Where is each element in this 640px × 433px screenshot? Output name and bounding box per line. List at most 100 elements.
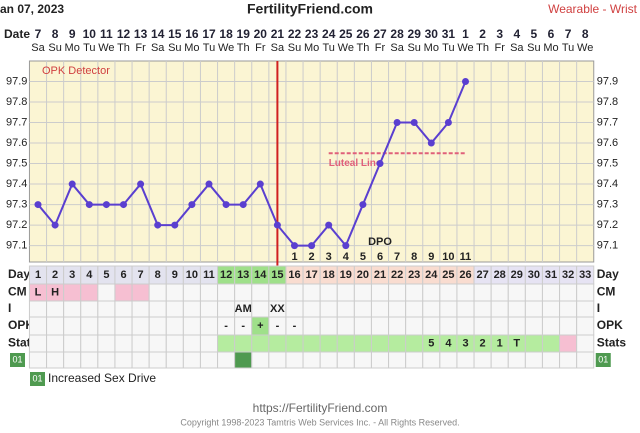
weekday: Sa bbox=[151, 42, 165, 54]
cell-text: 6 bbox=[120, 269, 126, 281]
cell-text: 5 bbox=[103, 269, 109, 281]
cell bbox=[148, 351, 167, 369]
cell bbox=[114, 334, 133, 353]
cell-text: L bbox=[35, 286, 42, 298]
cell-text: + bbox=[257, 320, 263, 332]
cell bbox=[268, 283, 287, 302]
cell bbox=[490, 300, 509, 318]
cell bbox=[388, 316, 407, 336]
weekday: Su bbox=[168, 42, 181, 54]
cell bbox=[217, 283, 236, 302]
cell-text: 32 bbox=[562, 269, 574, 281]
cell bbox=[507, 283, 526, 302]
cell-text: - bbox=[276, 320, 280, 332]
cell bbox=[319, 334, 338, 353]
weekday: We bbox=[457, 42, 473, 54]
cell bbox=[217, 334, 236, 353]
date: 26 bbox=[356, 27, 370, 41]
temperature-point bbox=[393, 119, 401, 127]
cell bbox=[251, 300, 270, 318]
cell bbox=[559, 351, 578, 369]
date: 5 bbox=[531, 27, 538, 41]
cell bbox=[319, 351, 338, 369]
cell bbox=[336, 283, 355, 302]
date: 29 bbox=[408, 27, 422, 41]
date: 4 bbox=[513, 27, 520, 41]
row-label-right: CM bbox=[597, 285, 616, 299]
temperature-point bbox=[68, 180, 76, 188]
cell-text: 7 bbox=[138, 269, 144, 281]
cell bbox=[302, 300, 321, 318]
cell bbox=[165, 334, 184, 353]
temperature-point bbox=[171, 221, 179, 229]
cell bbox=[165, 300, 184, 318]
temperature-point bbox=[85, 201, 93, 209]
y-tick-label-right: 97.4 bbox=[597, 178, 618, 190]
cell bbox=[336, 351, 355, 369]
cell bbox=[422, 300, 441, 318]
weekday: Fr bbox=[375, 42, 386, 54]
cell bbox=[336, 316, 355, 336]
temperature-point bbox=[376, 160, 384, 168]
cell-text: 4 bbox=[445, 337, 452, 349]
cell-text: 23 bbox=[408, 269, 420, 281]
cell bbox=[456, 283, 475, 302]
temperature-point bbox=[325, 221, 333, 229]
cell bbox=[285, 351, 304, 369]
code-badge bbox=[30, 372, 45, 386]
weekday: Sa bbox=[510, 42, 524, 54]
cell-text: 19 bbox=[340, 269, 352, 281]
cell bbox=[456, 351, 475, 369]
cell-text: AM bbox=[235, 303, 252, 315]
cell bbox=[507, 351, 526, 369]
weekday: Fr bbox=[255, 42, 266, 54]
cell bbox=[541, 334, 561, 353]
cell-text: 16 bbox=[288, 269, 300, 281]
dpo-number: 2 bbox=[309, 251, 315, 263]
cell bbox=[302, 316, 321, 336]
date: 15 bbox=[168, 27, 182, 41]
cell bbox=[336, 300, 355, 318]
cell bbox=[97, 334, 116, 353]
weekday: Tu bbox=[442, 42, 454, 54]
cell bbox=[80, 283, 99, 302]
date: 17 bbox=[202, 27, 216, 41]
dpo-number: 4 bbox=[343, 251, 350, 263]
temperature-point bbox=[444, 119, 452, 127]
cell bbox=[541, 300, 561, 318]
cell-text: 5 bbox=[428, 337, 434, 349]
cell bbox=[114, 283, 133, 302]
weekday: Sa bbox=[390, 42, 404, 54]
cell bbox=[576, 300, 595, 318]
cell bbox=[114, 316, 133, 336]
weekday: We bbox=[577, 42, 593, 54]
weekday: Tu bbox=[203, 42, 215, 54]
temperature-point bbox=[120, 201, 127, 209]
cell bbox=[405, 316, 424, 336]
cell-text: 10 bbox=[186, 269, 198, 281]
y-tick-label-right: 97.6 bbox=[597, 137, 618, 149]
cell bbox=[28, 351, 48, 369]
date: 8 bbox=[52, 27, 59, 41]
cell-text: 20 bbox=[357, 269, 369, 281]
temperature-point bbox=[34, 201, 42, 209]
date: 24 bbox=[322, 27, 336, 41]
dpo-number: 6 bbox=[377, 251, 383, 263]
cell bbox=[422, 283, 441, 302]
weekday: Mo bbox=[424, 42, 439, 54]
temperature-point bbox=[359, 201, 367, 209]
cell bbox=[285, 300, 304, 318]
cell-text: 28 bbox=[494, 269, 506, 281]
cell bbox=[456, 300, 475, 318]
cell bbox=[97, 300, 116, 318]
cell bbox=[131, 334, 150, 353]
cell bbox=[97, 283, 116, 302]
cell bbox=[131, 300, 150, 318]
cell-text: 11 bbox=[203, 269, 215, 281]
weekday: Th bbox=[356, 42, 369, 54]
cell bbox=[148, 300, 167, 318]
cell bbox=[541, 351, 561, 369]
cell bbox=[559, 316, 578, 336]
cell bbox=[114, 300, 133, 318]
cell bbox=[422, 316, 441, 336]
